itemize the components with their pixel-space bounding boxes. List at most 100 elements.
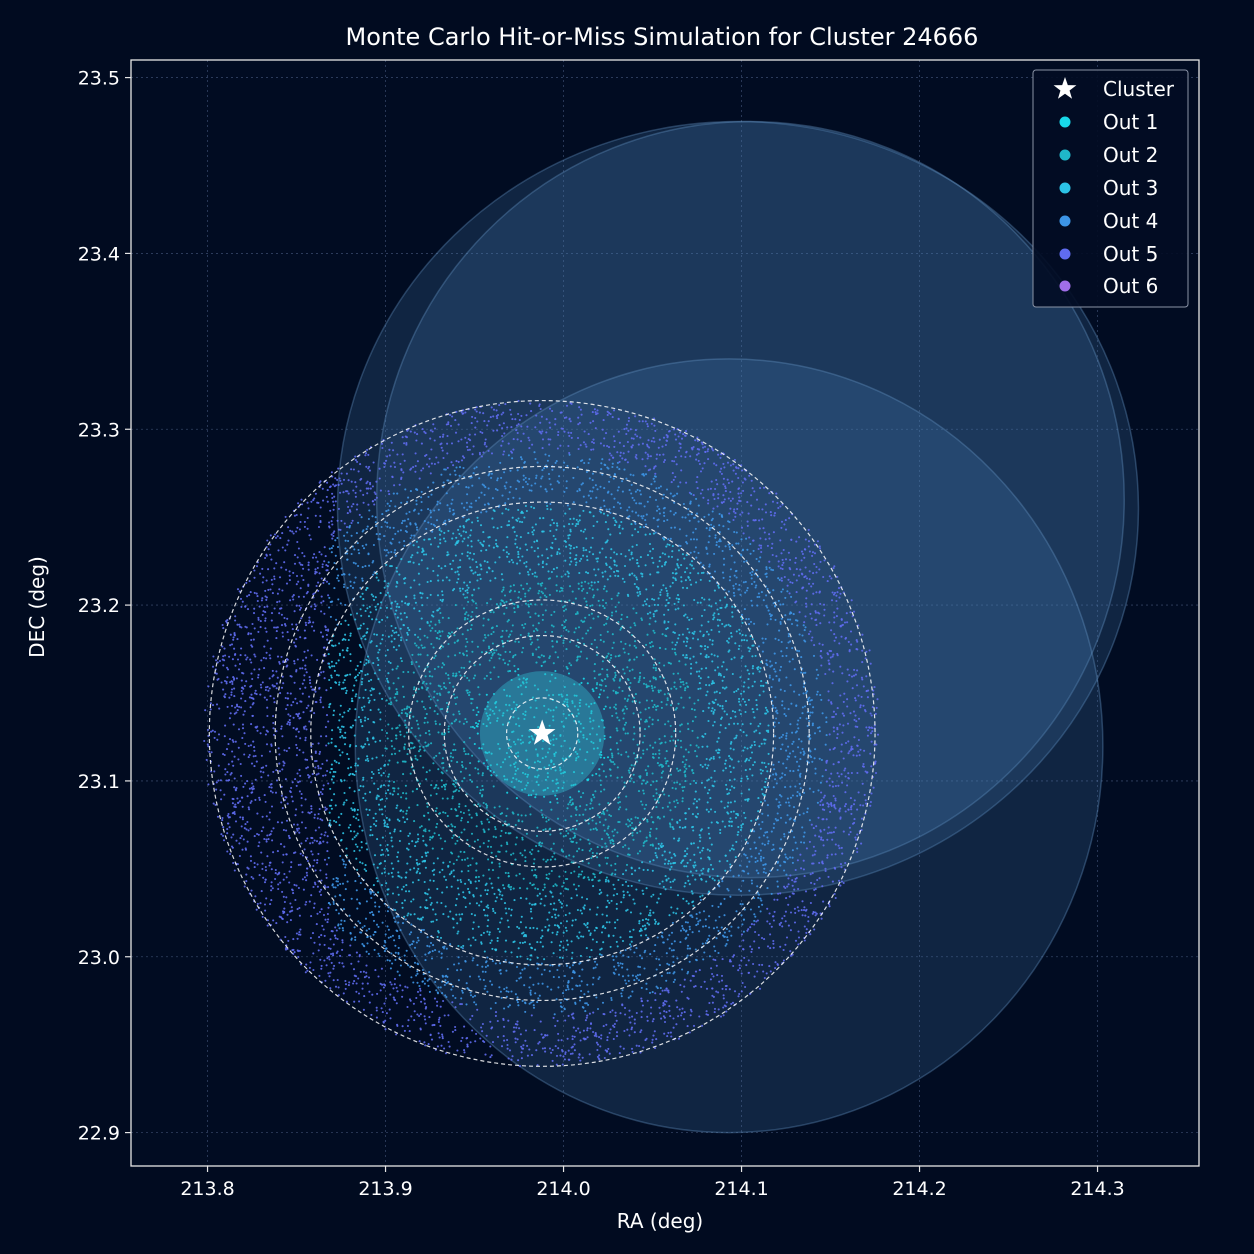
sample-point: [504, 871, 507, 874]
sample-point: [435, 784, 438, 787]
sample-point: [697, 551, 700, 555]
sample-point: [741, 549, 744, 552]
sample-point: [280, 725, 283, 728]
sample-point: [501, 894, 504, 897]
sample-point: [646, 868, 649, 872]
sample-point: [713, 720, 716, 724]
sample-point: [834, 797, 837, 800]
grid-lines: [131, 60, 1199, 1166]
sample-point: [333, 819, 336, 822]
sample-point: [631, 510, 634, 513]
sample-point: [426, 851, 429, 854]
sample-point: [582, 677, 585, 680]
sample-point: [461, 633, 464, 636]
sample-point: [708, 702, 711, 705]
sample-point: [473, 914, 477, 917]
sample-point: [376, 866, 379, 869]
sample-point: [281, 631, 284, 634]
sample-point: [450, 631, 454, 634]
sample-point: [339, 778, 342, 782]
sample-point: [418, 984, 421, 988]
sample-point: [613, 921, 617, 924]
sample-point: [468, 581, 471, 584]
sample-point: [707, 938, 710, 941]
sample-point: [510, 707, 513, 711]
sample-point: [852, 674, 856, 677]
sample-point: [577, 626, 581, 629]
sample-point: [830, 853, 833, 856]
sample-point: [685, 900, 688, 903]
sample-point: [401, 902, 404, 905]
sample-point: [576, 708, 580, 711]
sample-point: [814, 767, 817, 770]
sample-point: [453, 825, 457, 828]
sample-point: [507, 670, 510, 673]
sample-point: [581, 589, 584, 592]
sample-point: [663, 735, 666, 738]
sample-point: [441, 847, 444, 850]
sample-point: [387, 906, 390, 909]
sample-point: [431, 530, 434, 533]
sample-point: [822, 839, 825, 842]
sample-point: [510, 558, 513, 562]
sample-point: [418, 918, 421, 921]
sample-point: [625, 751, 628, 754]
sample-point: [387, 551, 390, 554]
sample-point: [593, 581, 596, 584]
sample-point: [354, 708, 357, 711]
sample-point: [689, 979, 692, 982]
sample-point: [743, 908, 746, 911]
sample-point: [342, 832, 345, 835]
sample-point: [302, 888, 305, 891]
sample-point: [757, 896, 760, 899]
sample-point: [367, 453, 370, 456]
sample-point: [257, 630, 260, 633]
sample-point: [442, 682, 446, 685]
sample-point: [233, 632, 236, 635]
sample-point: [793, 888, 796, 891]
sample-point: [315, 584, 318, 588]
sample-point: [584, 758, 587, 761]
sample-point: [457, 962, 460, 965]
sample-point: [419, 638, 422, 641]
sample-point: [714, 534, 717, 537]
sample-point: [392, 526, 395, 529]
sample-point: [461, 455, 465, 458]
sample-point: [842, 700, 845, 703]
sample-point: [371, 993, 374, 996]
sample-point: [824, 869, 827, 873]
sample-point: [718, 915, 721, 918]
sample-point: [781, 733, 785, 736]
sample-point: [276, 850, 279, 853]
sample-point: [543, 704, 546, 707]
sample-point: [483, 484, 486, 487]
sample-point: [507, 508, 510, 511]
sample-point: [746, 586, 749, 590]
sample-point: [676, 907, 679, 910]
sample-point: [799, 787, 802, 790]
sample-point: [276, 626, 279, 629]
sample-point: [354, 618, 357, 621]
sample-point: [762, 684, 765, 687]
sample-point: [358, 513, 361, 516]
sample-point: [406, 818, 409, 821]
sample-point: [833, 591, 837, 594]
sample-point: [499, 812, 502, 816]
sample-point: [399, 462, 402, 465]
sample-point: [471, 754, 474, 757]
sample-point: [803, 705, 807, 708]
sample-point: [414, 757, 417, 760]
sample-point: [439, 986, 442, 989]
sample-point: [482, 978, 485, 982]
sample-point: [651, 723, 654, 726]
sample-point: [758, 527, 761, 530]
sample-point: [733, 594, 736, 597]
sample-point: [353, 684, 356, 687]
sample-point: [728, 723, 731, 726]
sample-point: [596, 747, 599, 750]
sample-point: [463, 1051, 466, 1054]
sample-point: [658, 560, 661, 563]
sample-point: [795, 579, 798, 582]
sample-point: [441, 666, 444, 669]
sample-point: [327, 782, 330, 785]
